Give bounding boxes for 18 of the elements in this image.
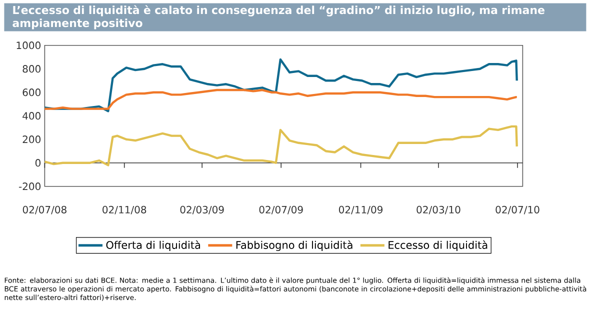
x-tick-label: 02/07/09: [259, 206, 303, 214]
x-tick-label: 02/11/08: [102, 206, 146, 214]
y-tick-label: 400: [22, 112, 40, 120]
y-tick-label: 600: [22, 88, 40, 96]
x-tick-label: 02/07/10: [496, 206, 540, 214]
x-tick-label: 02/03/09: [180, 206, 224, 214]
chart-title: L’eccesso di liquidità è calato in conseguenza del “gradino” di inizio luglio, ma rimane ampiamente positivo: [12, 5, 544, 30]
x-tick-label: 02/11/09: [338, 206, 383, 214]
x-tick-label: 02/03/10: [416, 206, 460, 214]
y-tick-label: 1000: [16, 42, 40, 50]
y-tick-label: 200: [22, 136, 40, 144]
y-tick-label: 0: [35, 159, 41, 167]
y-tick-label: 800: [22, 65, 40, 73]
x-tick-label: 02/07/08: [22, 206, 66, 214]
legend-label: Offerta di liquidità: [106, 240, 200, 251]
legend-label: Fabbisogno di liquidità: [236, 240, 352, 251]
legend-label: Eccesso di liquidità: [388, 240, 488, 251]
y-tick-label: -200: [18, 182, 40, 190]
